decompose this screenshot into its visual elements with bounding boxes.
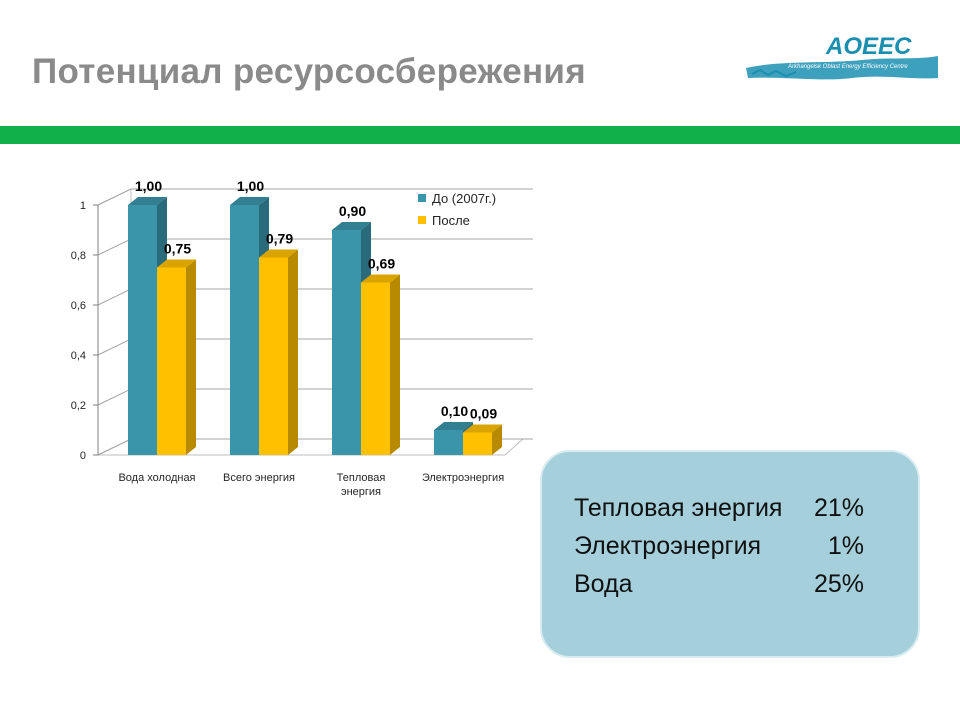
bar-top bbox=[361, 274, 400, 283]
bar-top bbox=[463, 424, 502, 433]
data-label: 1,00 bbox=[135, 178, 162, 194]
gridline-side bbox=[97, 188, 132, 206]
summary-row-water: Вода 25% bbox=[574, 570, 864, 602]
bar bbox=[259, 257, 288, 455]
summary-percent: 25% bbox=[813, 570, 864, 598]
y-tick-label: 0,4 bbox=[71, 350, 86, 362]
x-tick-label: Всего энергия bbox=[223, 472, 295, 484]
bar bbox=[128, 205, 157, 455]
data-label: 1,00 bbox=[237, 178, 264, 194]
bar-top bbox=[128, 197, 167, 205]
accent-divider bbox=[0, 126, 960, 144]
gridline-side bbox=[97, 388, 132, 406]
gridline-side bbox=[97, 438, 132, 456]
summary-row-electricity: Электроэнергия 1% bbox=[574, 532, 864, 564]
x-tick-label: Тепловая bbox=[337, 472, 386, 484]
bar-top bbox=[259, 249, 298, 258]
page-title: Потенциал ресурсосбережения bbox=[32, 52, 586, 91]
y-tick-label: 1 bbox=[80, 200, 86, 212]
bar bbox=[332, 230, 361, 455]
bar-top bbox=[157, 259, 196, 268]
legend-swatch bbox=[418, 216, 426, 224]
y-tick-label: 0,6 bbox=[71, 300, 86, 312]
x-tick-label: энергия bbox=[341, 486, 381, 498]
data-label: 0,75 bbox=[164, 241, 191, 257]
bar bbox=[463, 432, 492, 455]
data-label: 0,69 bbox=[368, 256, 395, 272]
bar-side bbox=[288, 249, 298, 455]
bar bbox=[434, 430, 463, 455]
y-tick-label: 0,8 bbox=[71, 250, 86, 262]
data-label: 0,10 bbox=[441, 403, 468, 419]
bar bbox=[361, 282, 390, 455]
x-tick-label: Вода холодная bbox=[118, 472, 195, 484]
gridline-side bbox=[97, 288, 132, 306]
bar-top bbox=[434, 422, 473, 430]
legend-swatch bbox=[418, 194, 426, 202]
gridline-side bbox=[97, 338, 132, 356]
legend-label: После bbox=[432, 213, 470, 228]
summary-label: Вода bbox=[574, 570, 633, 598]
aoeec-logo: AOEEC Arkhangelsk Oblast Energy Efficien… bbox=[746, 33, 938, 80]
summary-percent: 21% bbox=[813, 494, 864, 522]
summary-label: Тепловая энергия bbox=[574, 494, 783, 522]
savings-summary-box: Тепловая энергия 21% Электроэнергия 1% В… bbox=[540, 450, 920, 658]
bar bbox=[230, 205, 259, 455]
gridline-side bbox=[97, 238, 132, 256]
bar-top bbox=[332, 222, 371, 230]
data-label: 0,09 bbox=[470, 406, 497, 422]
chart-side-wall bbox=[97, 188, 132, 456]
summary-row-heat: Тепловая энергия 21% bbox=[574, 494, 864, 526]
bar-side bbox=[186, 259, 196, 455]
data-label: 0,79 bbox=[266, 231, 293, 247]
summary-percent: 1% bbox=[827, 532, 864, 560]
bar-side bbox=[390, 274, 400, 455]
x-tick-label: Электроэнергия bbox=[422, 472, 504, 484]
summary-label: Электроэнергия bbox=[574, 532, 762, 560]
svg-text:AOEEC: AOEEC bbox=[825, 33, 912, 60]
bar-chart: 0 0,2 0,4 0,6 0,8 1 1,00 0,75 Вода холодная 1,00 0… bbox=[71, 178, 533, 498]
bar-top bbox=[230, 197, 269, 205]
svg-text:Arkhangelsk Oblast Energy Effi: Arkhangelsk Oblast Energy Efficiency Cen… bbox=[787, 64, 908, 70]
y-tick-label: 0,2 bbox=[71, 400, 86, 412]
y-tick-label: 0 bbox=[80, 450, 86, 462]
bar bbox=[157, 267, 186, 455]
data-label: 0,90 bbox=[339, 203, 366, 219]
legend-label: До (2007г.) bbox=[432, 191, 496, 206]
bar-side bbox=[492, 424, 502, 455]
